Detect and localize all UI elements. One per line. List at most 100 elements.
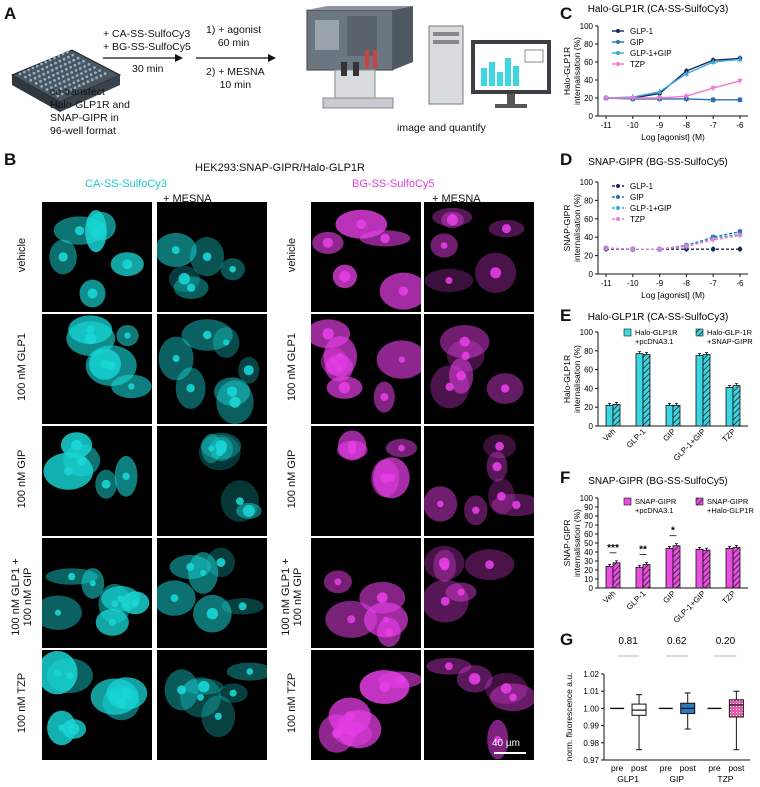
- bar-tzp-0: [725, 548, 734, 589]
- micrograph-cy3-row-3: [42, 538, 152, 648]
- sublabel-post: post: [631, 763, 648, 773]
- data-point: [710, 246, 716, 252]
- chart-f-ytick: 20: [584, 566, 593, 575]
- panel-letter-b: B: [4, 150, 17, 169]
- micrograph-cy5-mesna-row-4: [424, 650, 534, 760]
- micrograph-cy3-mesna-row-2: [157, 426, 267, 536]
- image-and-quantify: image and quantify: [397, 122, 486, 134]
- series-line-glp-1-gip: [605, 58, 741, 99]
- data-point: [657, 88, 663, 94]
- chart-g: 0.97 0.98 0.99 1.00 1.01 1.02 norm. fluorescen…: [564, 636, 750, 784]
- row-label-cy5-2: 100 nM GIP: [286, 449, 298, 509]
- chart-c-xtick: -6: [736, 121, 744, 130]
- chart-f-title: SNAP-GIPR (BG-SS-SulfoCy5): [588, 476, 727, 487]
- chart-e-xtick: TZP: [720, 427, 737, 444]
- chart-c-ytick: 100: [580, 22, 594, 31]
- series-line-tzp: [605, 234, 741, 250]
- chart-d: SNAP-GIPR (BG-SS-SulfoCy5) 0 20 40 60 80 100 SN…: [562, 157, 748, 300]
- micrograph-cy5-row-0: [311, 202, 421, 312]
- panel-letter-e: E: [560, 306, 572, 325]
- step-2-time: 10 min: [219, 79, 252, 91]
- step-2-mesna: 2) + MESNA: [206, 66, 265, 78]
- row-label-cy5-4: 100 nM TZP: [286, 672, 298, 734]
- legend-tzp: TZP: [630, 215, 645, 224]
- group-label-glp1: GLP1: [617, 774, 639, 784]
- series-line-tzp: [606, 80, 741, 99]
- significance-marker: *: [671, 526, 675, 537]
- chart-d-xtick: -6: [736, 279, 744, 288]
- data-point: [710, 59, 716, 64]
- reagent-cy5: + BG-SS-SulfoCy5: [103, 41, 191, 53]
- data-point: [683, 94, 689, 99]
- cell-line-header: HEK293:SNAP-GIPR/Halo-GLP1R: [195, 162, 365, 174]
- chart-c-xlabel: Log [agonist] (M): [641, 132, 705, 142]
- sublabel-pre: pre: [611, 763, 624, 773]
- chart-f-xtick: Veh: [601, 589, 617, 605]
- micrograph-cy5-row-3: [311, 538, 421, 648]
- legend-gip: GIP: [630, 193, 644, 202]
- bar-glp-1-1: [642, 354, 651, 427]
- chart-e-xtick: GLP-1: [625, 427, 648, 450]
- pvalue-tzp: 0.20: [716, 636, 736, 647]
- chart-g-ylabel: norm. fluorescence a.u.: [564, 673, 574, 762]
- chart-e-xtick: GIP: [661, 427, 677, 443]
- chart-d-ytick: 100: [580, 178, 594, 187]
- chart-d-ytick: 40: [584, 233, 593, 242]
- micrograph-cy3-row-2: [42, 426, 152, 536]
- bar-gip-1: [672, 404, 681, 427]
- pvalue-gip: 0.62: [667, 636, 687, 647]
- chart-g-ytick: 0.97: [583, 756, 599, 765]
- bar-glp-1-gip-1: [702, 549, 711, 589]
- chart-e-ytick: 40: [584, 384, 593, 393]
- bar-glp-1-0: [635, 566, 644, 589]
- scale-bar: [494, 752, 526, 754]
- chart-f-ytick: 0: [589, 584, 594, 593]
- row-label-cy5-3: 100 nM GLP1 + 100 nM GIP: [280, 558, 304, 636]
- panel-letter-d: D: [560, 150, 573, 169]
- chart-c-title: Halo-GLP1R (CA-SS-SulfoCy3): [588, 4, 729, 15]
- sublabel-post: post: [680, 763, 697, 773]
- series-line-gip: [605, 97, 740, 101]
- arrow-1-icon: [103, 54, 183, 62]
- data-point: [657, 247, 663, 252]
- chart-e-ytick: 60: [584, 366, 593, 375]
- chart-c-xtick: -7: [710, 121, 718, 130]
- col-header-cy5: BG-SS-SulfoCy5: [352, 178, 435, 190]
- chart-c-ytick: 40: [584, 76, 593, 85]
- data-point: [603, 96, 609, 101]
- cotransfect-line-1: co-transfect: [50, 86, 105, 98]
- chart-c-ytick: 60: [584, 58, 593, 67]
- bar-gip-0: [665, 404, 674, 427]
- micrograph-cy5-row-4: [311, 650, 421, 760]
- chart-e-ytick: 80: [584, 347, 593, 356]
- chart-f-ytick: 70: [584, 521, 593, 530]
- sublabel-post: post: [728, 763, 745, 773]
- pvalue-glp1: 0.81: [618, 636, 638, 647]
- bar-veh-0: [605, 404, 614, 427]
- chart-d-ytick: 0: [589, 270, 594, 279]
- data-point: [683, 244, 689, 250]
- chart-d-xtick: -11: [601, 279, 613, 288]
- chart-g-ytick: 0.99: [583, 722, 599, 731]
- chart-c-ytick: 20: [584, 94, 593, 103]
- micrograph-cy3-row-1: [42, 314, 152, 424]
- chart-f-ytick: 100: [580, 494, 594, 503]
- bar-glp-1-gip-0: [695, 548, 704, 589]
- micrograph-cy3-row-0: [42, 202, 152, 312]
- chart-e-xtick: GLP-1+GIP: [672, 427, 708, 463]
- chart-f-ytick: 90: [584, 503, 593, 512]
- group-label-tzp: TZP: [717, 774, 733, 784]
- micrograph-cy5-mesna-row-3: [424, 538, 534, 648]
- chart-g-ytick: 1.02: [583, 670, 599, 679]
- row-label-cy3-3: 100 nM GLP1 + 100 nM GIP: [10, 558, 34, 636]
- bar-gip-1: [672, 545, 681, 589]
- micrograph-cy3-mesna-row-3: [157, 538, 267, 648]
- data-point: [630, 96, 636, 101]
- chart-c-xtick: -11: [601, 121, 613, 130]
- chart-f-ytick: 10: [584, 575, 593, 584]
- data-point: [630, 247, 636, 252]
- chart-e-xtick: Veh: [601, 427, 617, 443]
- chart-d-ylabel: SNAP-GIPRinternalisation (%): [562, 194, 582, 262]
- data-point: [657, 96, 663, 101]
- panel-letter-c: C: [560, 4, 573, 23]
